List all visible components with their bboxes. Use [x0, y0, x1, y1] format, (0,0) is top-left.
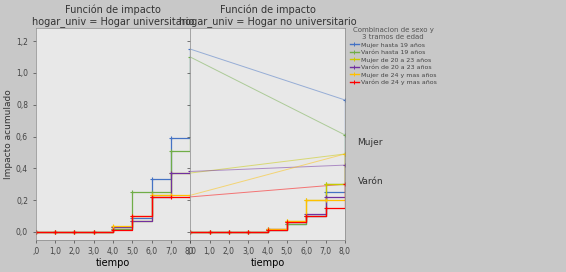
Legend: Mujer hasta 19 años, Varón hasta 19 años, Mujer de 20 a 23 años, Varón de 20 a 2: Mujer hasta 19 años, Varón hasta 19 años…: [350, 27, 436, 85]
X-axis label: tiempo: tiempo: [96, 258, 130, 268]
Title: Función de impacto
hogar_univ = Hogar universitario: Función de impacto hogar_univ = Hogar un…: [32, 4, 194, 27]
X-axis label: tiempo: tiempo: [250, 258, 285, 268]
Y-axis label: Impacto acumulado: Impacto acumulado: [4, 89, 13, 179]
Title: Función de impacto
hogar_univ = Hogar no universitario: Función de impacto hogar_univ = Hogar no…: [179, 4, 357, 27]
Text: Mujer: Mujer: [358, 138, 383, 147]
Text: Varón: Varón: [358, 177, 383, 186]
